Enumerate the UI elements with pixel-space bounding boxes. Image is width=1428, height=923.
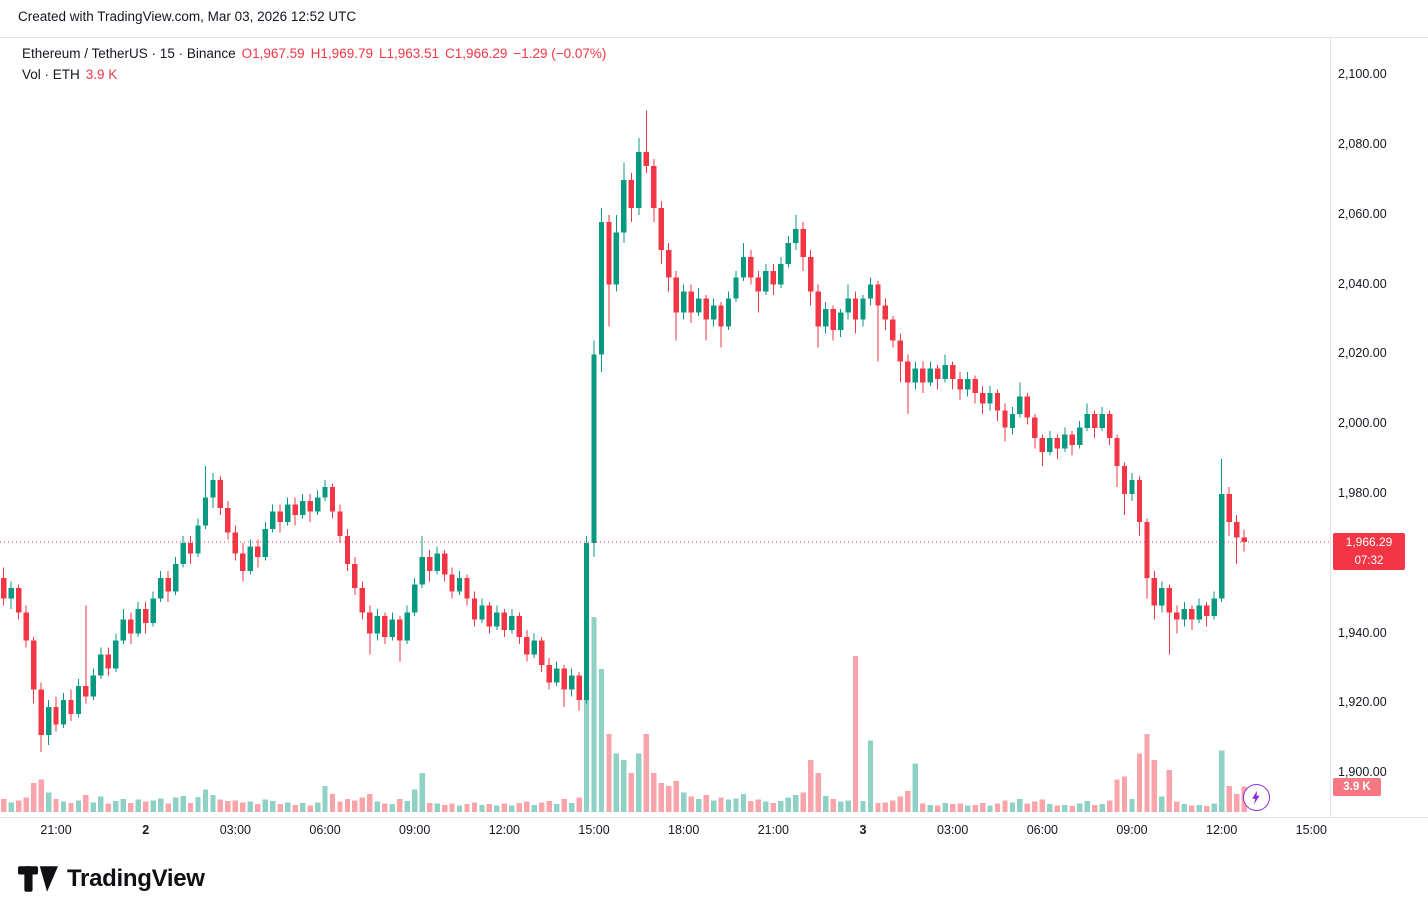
price-tick-label: 2,020.00 — [1338, 346, 1387, 361]
time-tick-label: 3 — [859, 823, 867, 837]
candlestick-plot[interactable] — [0, 37, 1330, 815]
price-tick-label: 2,080.00 — [1338, 137, 1387, 152]
price-tick-label: 2,000.00 — [1338, 416, 1387, 431]
ohlc-close: C1,966.29 — [445, 46, 508, 61]
tradingview-logo-text: TradingView — [67, 865, 205, 892]
attribution-text: Created with TradingView.com, Mar 03, 20… — [18, 9, 357, 24]
footer: TradingView — [18, 864, 205, 894]
time-tick-label: 03:00 — [937, 823, 969, 837]
tradingview-logo-icon — [18, 866, 58, 892]
time-axis-divider — [0, 817, 1428, 818]
ohlc-low: L1,963.51 — [378, 46, 440, 61]
time-tick-label: 21:00 — [757, 823, 789, 837]
ohlc-high: H1,969.79 — [310, 46, 373, 61]
volume-layer — [1, 617, 1247, 812]
ohlc-open: O1,967.59 — [241, 46, 305, 61]
last-price-value: 1,966.29 — [1345, 534, 1393, 549]
price-tick-label: 1,920.00 — [1338, 695, 1387, 710]
candles-layer — [1, 110, 1247, 753]
bar-countdown: 07:32 — [1354, 554, 1384, 567]
time-tick-label: 06:00 — [1026, 823, 1058, 837]
time-tick-label: 2 — [142, 823, 150, 837]
volume-indicator-label[interactable]: Vol · ETH — [22, 67, 80, 82]
price-change: −1.29 (−0.07%) — [513, 46, 607, 61]
volume-indicator-value: 3.9 K — [85, 67, 118, 82]
time-tick-label: 15:00 — [1295, 823, 1327, 837]
price-tick-label: 1,980.00 — [1338, 486, 1387, 501]
price-axis-divider — [1330, 37, 1331, 817]
price-tick-label: 2,060.00 — [1338, 206, 1387, 221]
time-tick-label: 15:00 — [578, 823, 610, 837]
time-tick-label: 21:00 — [40, 823, 72, 837]
boost-button[interactable] — [1243, 784, 1270, 811]
volume-badge: 3.9 K — [1333, 777, 1381, 796]
tradingview-logo[interactable]: TradingView — [18, 864, 205, 894]
header-divider — [0, 37, 1428, 38]
time-tick-label: 09:00 — [399, 823, 431, 837]
price-tick-label: 1,900.00 — [1338, 765, 1387, 780]
time-tick-label: 09:00 — [1116, 823, 1148, 837]
lightning-icon — [1252, 790, 1260, 805]
last-price-badge: 1,966.29 07:32 — [1333, 532, 1405, 570]
price-tick-label: 2,100.00 — [1338, 67, 1387, 82]
chart-legend: Ethereum / TetherUS · 15 · Binance O1,96… — [22, 43, 606, 85]
time-tick-label: 12:00 — [1206, 823, 1238, 837]
price-axis[interactable]: 2,100.00 2,080.00 2,060.00 2,040.00 2,020.00… — [1330, 37, 1428, 817]
time-tick-label: 06:00 — [309, 823, 341, 837]
time-tick-label: 03:00 — [219, 823, 251, 837]
time-tick-label: 12:00 — [488, 823, 520, 837]
price-tick-label: 2,040.00 — [1338, 276, 1387, 291]
price-tick-label: 1,940.00 — [1338, 625, 1387, 640]
symbol-title[interactable]: Ethereum / TetherUS · 15 · Binance — [22, 46, 236, 61]
time-axis[interactable]: 21:00 2 03:00 06:00 09:00 12:00 15:00 18:00 21:0… — [0, 820, 1330, 846]
time-tick-label: 18:00 — [668, 823, 700, 837]
